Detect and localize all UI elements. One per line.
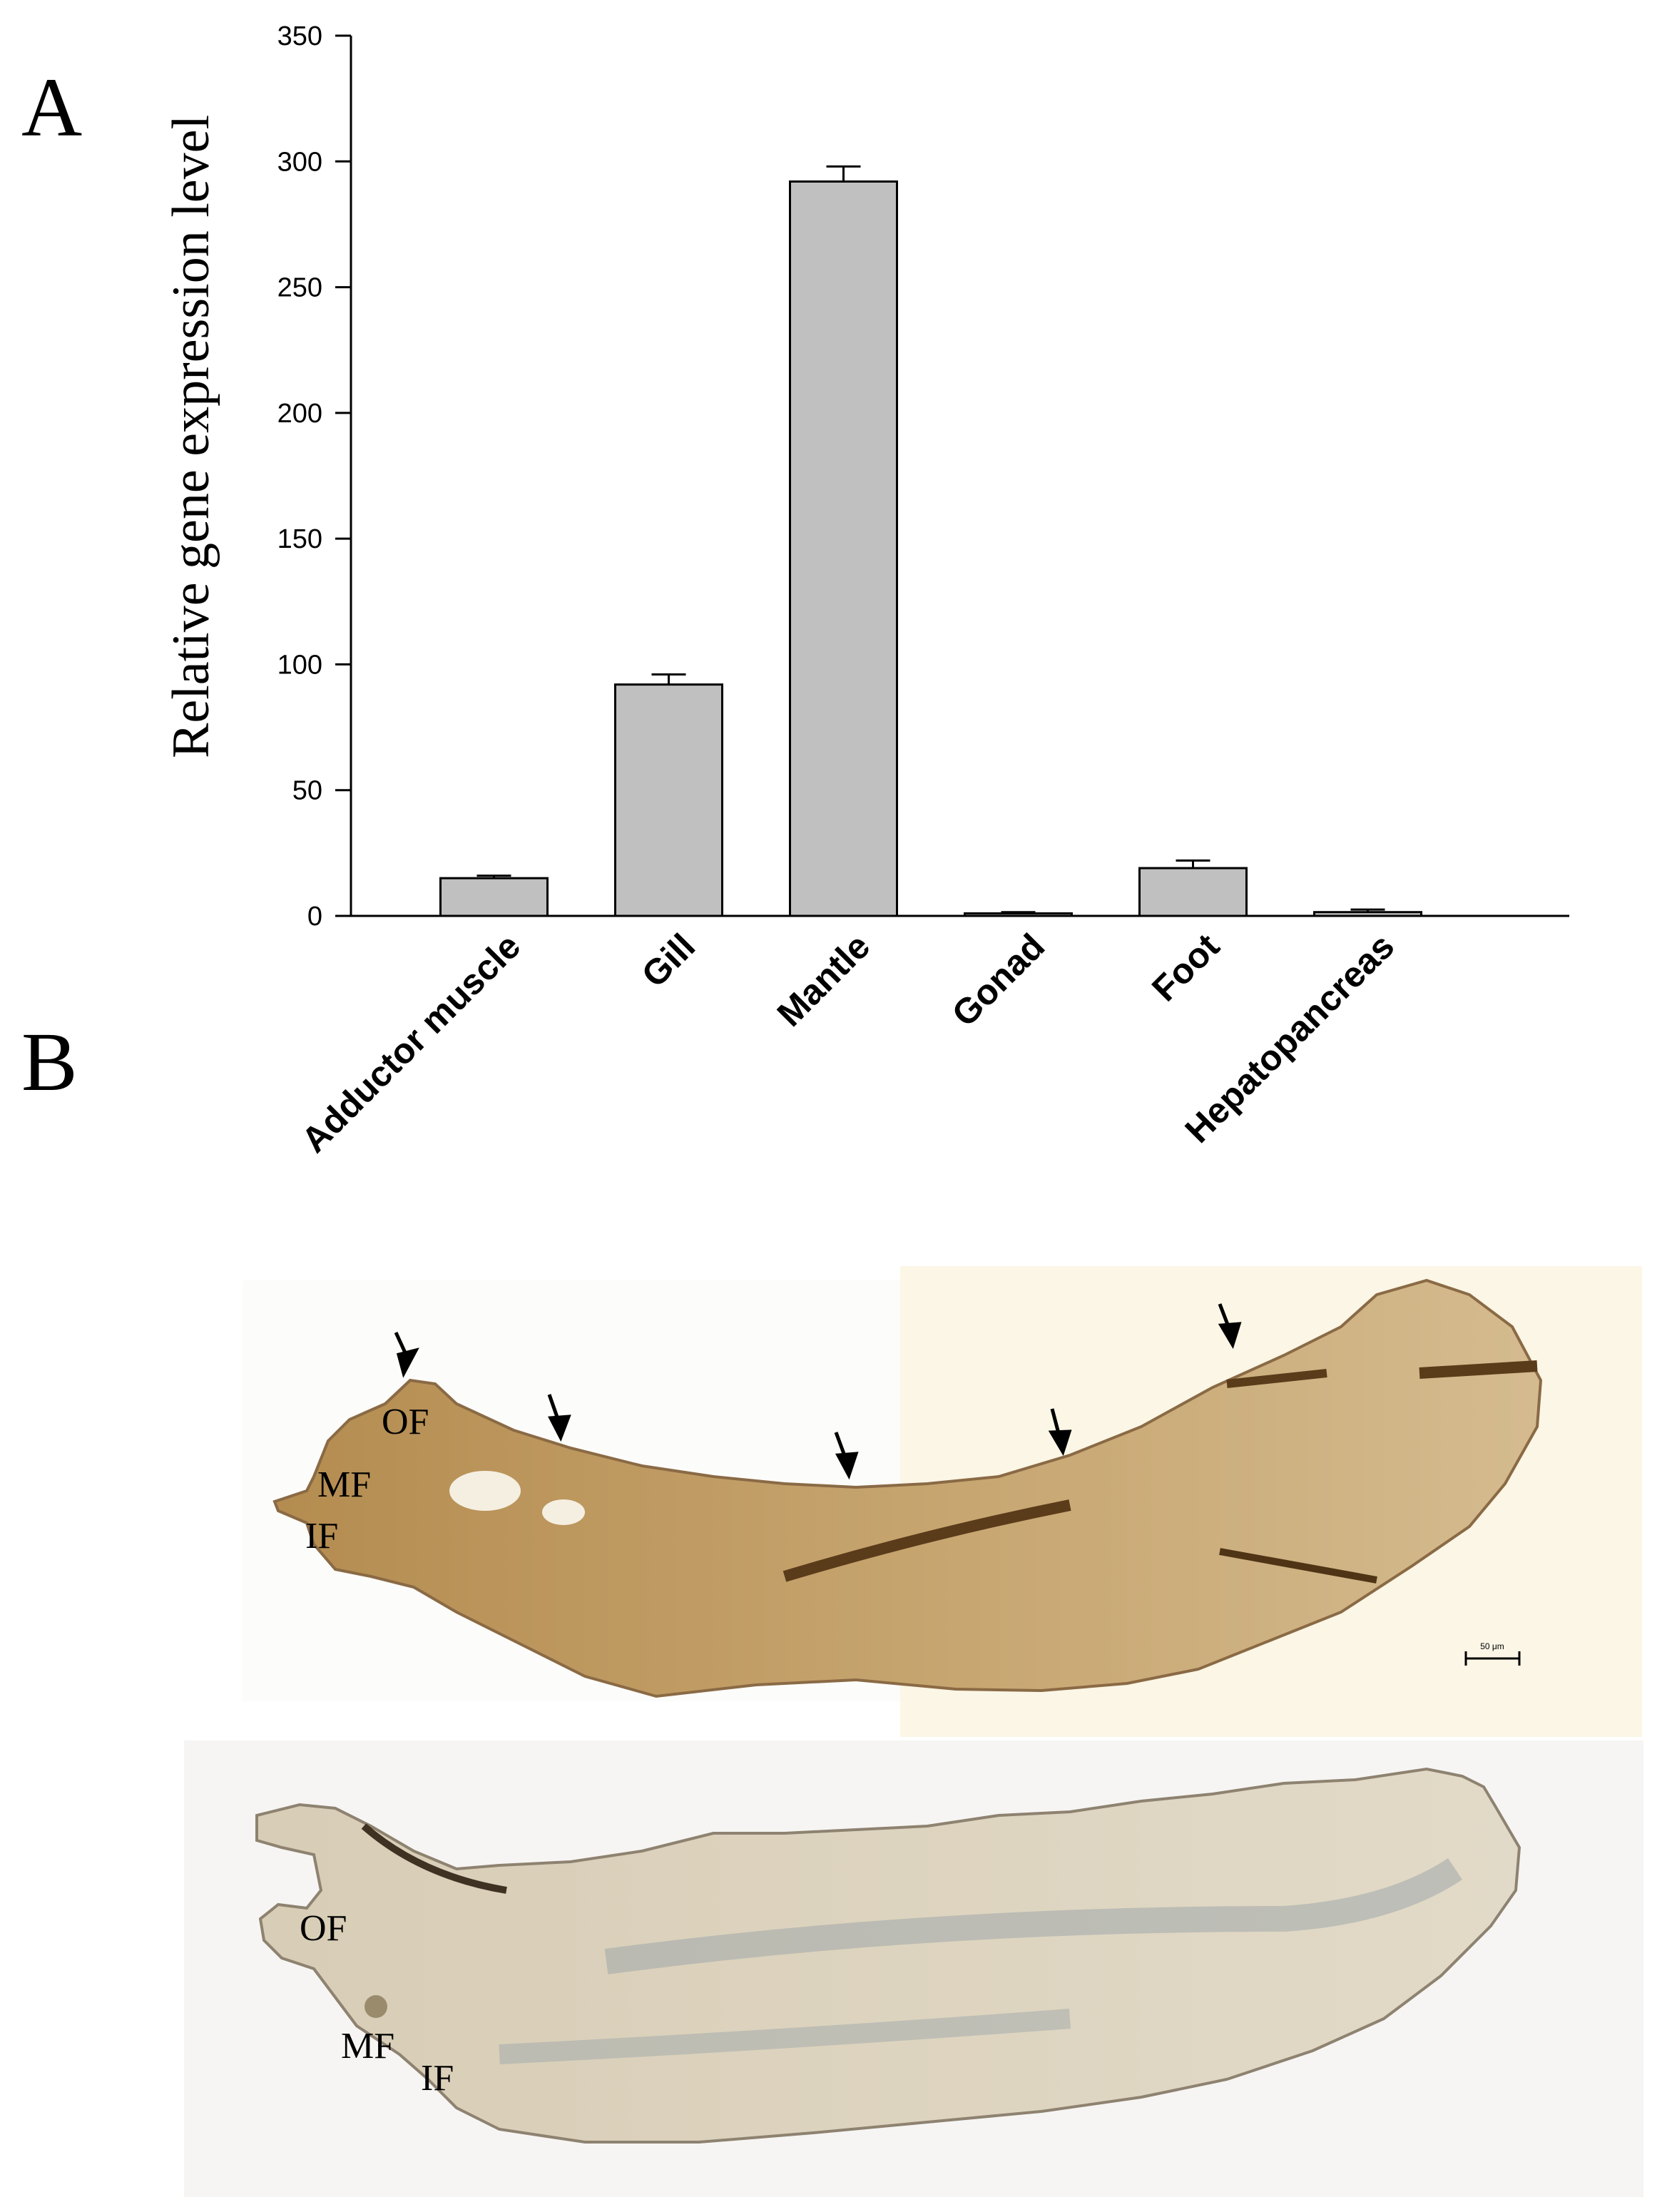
- y-tick-label: 50: [292, 776, 322, 806]
- panel-label-a: A: [21, 61, 82, 154]
- label-if-bottom: IF: [421, 2058, 454, 2099]
- tissue-inner-band-2: [499, 2009, 1071, 2064]
- bar: [439, 877, 549, 917]
- bars: [439, 165, 1422, 917]
- y-tick-label: 200: [277, 399, 322, 429]
- arrow-icon: [834, 1432, 859, 1480]
- x-tick-label: Gill: [634, 926, 703, 995]
- mantle-section-top: [272, 1278, 1543, 1698]
- x-tick-label: Mantle: [770, 926, 878, 1034]
- arrow-icon: [1218, 1303, 1242, 1350]
- bar: [964, 912, 1073, 917]
- bar: [1138, 867, 1248, 917]
- x-tick-label: Adductor muscle: [294, 926, 528, 1160]
- tissue-fold-line-2: [1419, 1360, 1538, 1379]
- y-axis-label: Relative gene expression level: [162, 115, 220, 758]
- bar: [1313, 911, 1422, 917]
- arrow-icon: [394, 1331, 419, 1378]
- label-of-top: OF: [382, 1402, 429, 1442]
- bar: [789, 180, 898, 917]
- bar: [614, 683, 723, 917]
- tissue-cavity-2: [542, 1499, 585, 1525]
- micrograph-bottom: OF MF IF: [184, 1740, 1643, 2197]
- arrow-icon: [1048, 1408, 1072, 1457]
- label-mf-top: MF: [317, 1464, 371, 1505]
- arrow-icon: [547, 1394, 571, 1442]
- micrograph-top: OF MF IF 50 μm: [243, 1266, 1642, 1737]
- x-tick-label: Gonad: [944, 926, 1053, 1034]
- tissue-fold-line: [782, 1499, 1071, 1582]
- x-tick-label: Foot: [1144, 926, 1227, 1009]
- label-mf-bottom: MF: [341, 2026, 394, 2066]
- panel-label-b: B: [21, 1015, 78, 1108]
- y-tick-label: 250: [277, 273, 322, 303]
- y-tick-label: 100: [277, 650, 322, 680]
- label-of-bottom: OF: [300, 1908, 347, 1949]
- tissue-fold-line-4: [1226, 1369, 1327, 1388]
- tissue-fold-line: [361, 1823, 507, 1894]
- tissue-cavity: [449, 1471, 521, 1511]
- mantle-section-bottom: [255, 1767, 1521, 2144]
- y-tick-label: 150: [277, 524, 322, 554]
- y-tick-label: 300: [277, 147, 322, 177]
- scale-bar-label: 50 μm: [1480, 1641, 1504, 1651]
- y-tick-label: 0: [307, 902, 322, 932]
- tissue-inner-band: [604, 1857, 1462, 1974]
- tissue-nodule: [364, 1995, 387, 2018]
- y-ticks: 0 50 100 150 200 250 300 350: [277, 21, 351, 932]
- y-tick-label: 350: [277, 21, 322, 51]
- label-if-top: IF: [305, 1516, 338, 1556]
- tissue-fold-line-3: [1219, 1548, 1377, 1584]
- x-tick-labels: Adductor muscle Gill Mantle Gonad FootHepato…: [294, 926, 1402, 1161]
